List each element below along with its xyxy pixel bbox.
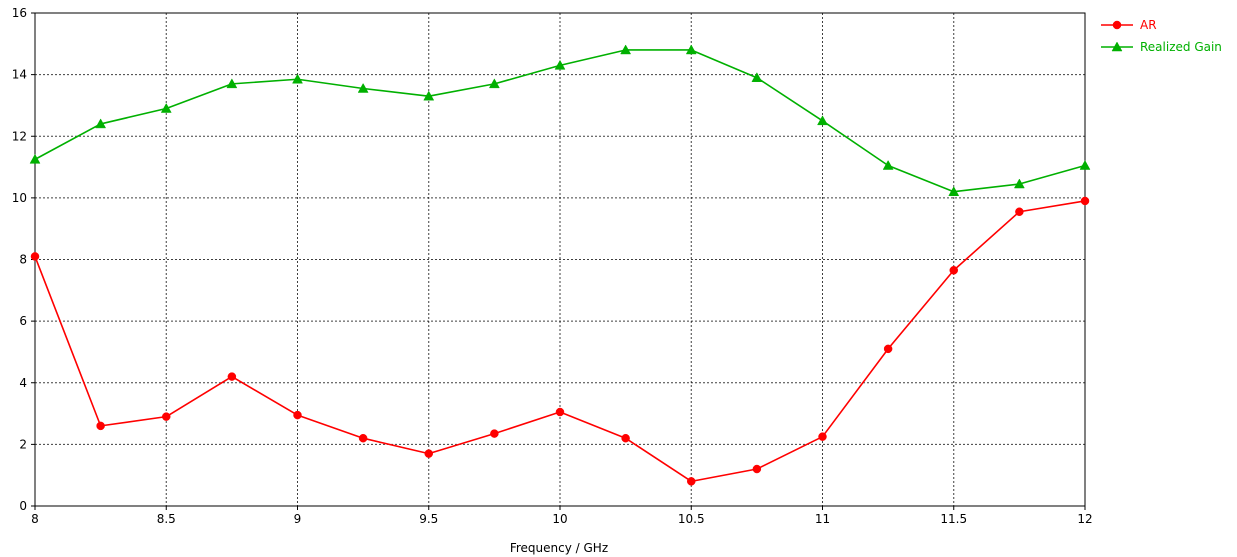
data-point-ar <box>30 252 40 261</box>
axes: 8 8.5 9 9.5 10 10.5 11 11.5 12 0 2 4 6 8 10 12 14 16 <box>12 6 1093 526</box>
data-point-realized-gain <box>817 115 828 126</box>
data-point-realized-gain <box>160 103 172 113</box>
data-point-realized-gain <box>554 59 566 70</box>
data-point-ar <box>490 429 499 438</box>
y-tick-label: 6 <box>19 314 27 328</box>
x-tick-label: 11.5 <box>940 512 967 526</box>
y-tick-label: 4 <box>19 376 27 390</box>
data-point-ar <box>227 372 237 381</box>
x-tick-label: 12 <box>1077 512 1092 526</box>
legend-marker-realized-gain <box>1111 41 1123 52</box>
data-point-realized-gain <box>29 153 41 164</box>
data-point-realized-gain <box>292 73 303 84</box>
data-point-realized-gain <box>751 72 763 82</box>
data-point-ar <box>293 410 302 420</box>
legend-label-realized-gain: Realized Gain <box>1140 40 1222 54</box>
data-point-realized-gain <box>1013 178 1025 189</box>
series-ar <box>30 196 1090 486</box>
x-tick-label: 8 <box>31 512 39 526</box>
data-point-realized-gain <box>1079 160 1091 170</box>
x-tick-label: 9 <box>294 512 302 526</box>
data-point-realized-gain <box>226 78 238 89</box>
legend-marker-ar <box>1112 20 1122 30</box>
x-tick-label: 8.5 <box>157 512 176 526</box>
data-point-realized-gain <box>423 90 435 101</box>
x-tick-label: 10 <box>552 512 567 526</box>
y-tick-label: 12 <box>12 129 27 143</box>
data-point-ar <box>555 407 565 417</box>
data-point-ar <box>358 433 368 443</box>
x-tick-label: 9.5 <box>419 512 438 526</box>
data-point-ar <box>1080 196 1090 206</box>
y-tick-label: 16 <box>12 6 27 20</box>
data-point-ar <box>949 266 958 275</box>
legend-item-ar: AR <box>1101 18 1157 32</box>
y-tick-label: 2 <box>19 437 27 451</box>
data-point-realized-gain <box>882 160 894 170</box>
x-axis-title: Frequency / GHz <box>510 541 608 555</box>
data-point-ar <box>96 421 105 431</box>
data-point-realized-gain <box>95 118 107 129</box>
data-point-realized-gain <box>948 186 960 196</box>
data-point-ar <box>687 477 696 486</box>
data-point-ar <box>883 344 893 354</box>
data-point-ar <box>424 449 433 458</box>
grid <box>35 13 1085 506</box>
legend-label-ar: AR <box>1140 18 1157 32</box>
x-tick-label: 11 <box>815 512 830 526</box>
data-point-ar <box>1015 207 1024 216</box>
y-tick-label: 14 <box>12 68 27 82</box>
legend-item-realized-gain: Realized Gain <box>1101 40 1222 54</box>
data-point-realized-gain <box>488 78 500 89</box>
x-tick-label: 10.5 <box>678 512 705 526</box>
data-point-realized-gain <box>685 44 697 55</box>
legend: AR Realized Gain <box>1101 18 1222 54</box>
data-point-ar <box>818 432 827 441</box>
y-tick-label: 0 <box>19 499 27 513</box>
data-point-ar <box>621 433 630 443</box>
y-tick-label: 8 <box>19 253 27 267</box>
plot-area <box>29 44 1091 486</box>
series-realized-gain <box>29 44 1091 196</box>
data-point-realized-gain <box>357 82 369 93</box>
y-tick-label: 10 <box>12 191 27 205</box>
data-point-ar <box>752 464 762 474</box>
data-point-ar <box>162 412 171 421</box>
data-point-realized-gain <box>620 44 632 55</box>
